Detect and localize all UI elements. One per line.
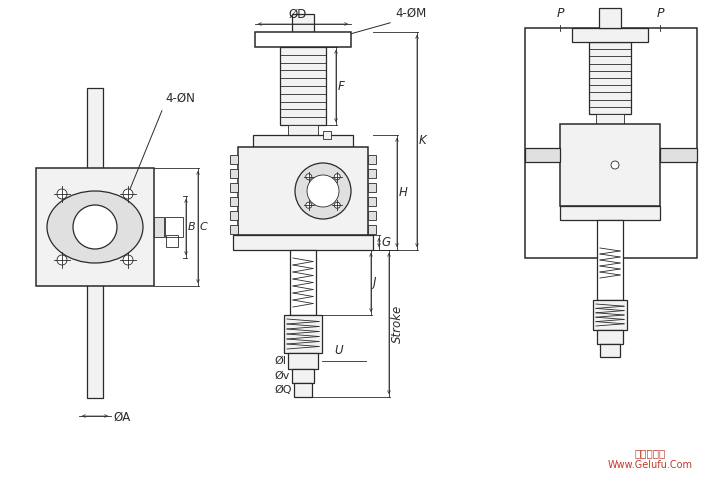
Bar [368, 155, 376, 164]
Text: C: C [200, 222, 208, 232]
Circle shape [123, 255, 133, 265]
Bar [290, 250, 316, 315]
Circle shape [307, 175, 339, 207]
Bar [368, 183, 376, 192]
Bar [292, 14, 314, 32]
Bar [323, 131, 331, 139]
Bar [233, 235, 373, 250]
Bar [525, 148, 560, 162]
Bar [165, 217, 183, 237]
Bar [230, 197, 238, 206]
Text: ØD: ØD [289, 8, 307, 21]
Bar [284, 315, 322, 353]
Text: 格鲁夫机械: 格鲁夫机械 [634, 448, 665, 458]
Text: J: J [373, 276, 376, 289]
Circle shape [334, 202, 340, 208]
Bar [368, 211, 376, 220]
Bar [599, 8, 621, 28]
Bar [230, 225, 238, 234]
Circle shape [334, 174, 340, 180]
Bar [230, 183, 238, 192]
Bar [87, 88, 103, 398]
Text: Www.Gelufu.Com: Www.Gelufu.Com [607, 460, 692, 470]
Bar [597, 330, 623, 344]
Bar [154, 217, 164, 237]
Bar [595, 304, 625, 326]
Bar [368, 169, 376, 178]
Circle shape [123, 189, 133, 199]
Text: Stroke: Stroke [391, 305, 404, 343]
Ellipse shape [47, 191, 143, 263]
Bar [572, 28, 648, 42]
Text: F: F [338, 80, 345, 93]
Bar [560, 206, 660, 220]
Bar [230, 211, 238, 220]
Circle shape [306, 174, 312, 180]
Text: H: H [399, 186, 408, 199]
Text: P: P [556, 7, 564, 20]
Text: K: K [419, 135, 426, 147]
Bar [253, 135, 353, 147]
Bar [600, 344, 620, 357]
Text: P: P [656, 7, 664, 20]
Text: G: G [381, 236, 390, 249]
Bar [368, 197, 376, 206]
Bar [280, 47, 326, 125]
Text: 4-ØN: 4-ØN [165, 92, 195, 105]
Bar [660, 148, 697, 162]
Bar [36, 168, 154, 286]
Bar [292, 369, 314, 383]
Circle shape [57, 189, 67, 199]
Text: ØI: ØI [274, 356, 286, 366]
Circle shape [57, 255, 67, 265]
Text: 4-ØM: 4-ØM [395, 7, 426, 20]
Circle shape [306, 202, 312, 208]
Text: U: U [334, 344, 342, 357]
Bar [596, 114, 624, 124]
Bar [525, 28, 697, 258]
Bar [288, 125, 318, 135]
Circle shape [73, 205, 117, 249]
Bar [294, 383, 312, 397]
Text: ØA: ØA [113, 410, 130, 424]
Text: ØQ: ØQ [274, 385, 292, 395]
Bar [368, 225, 376, 234]
Bar [288, 353, 318, 369]
Bar [230, 155, 238, 164]
Text: Øv: Øv [274, 371, 290, 381]
Circle shape [295, 163, 351, 219]
Bar [593, 300, 627, 330]
Text: B: B [188, 222, 195, 232]
Bar [560, 124, 660, 206]
Bar [589, 42, 631, 114]
Circle shape [611, 161, 619, 169]
Bar [230, 169, 238, 178]
Bar [238, 147, 368, 235]
Bar [597, 220, 623, 300]
Text: PCD E: PCD E [287, 35, 319, 44]
Bar [166, 235, 178, 247]
Bar [255, 32, 351, 47]
Bar [286, 319, 320, 349]
